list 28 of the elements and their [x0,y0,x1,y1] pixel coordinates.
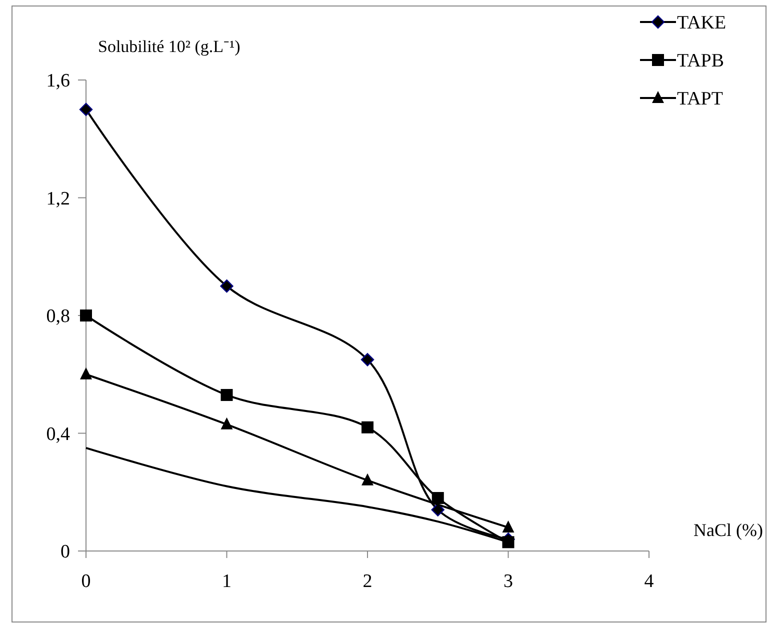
legend-label: TAPT [677,88,724,110]
y-tick-label: 0,4 [46,424,70,445]
x-axis-title: NaCl (%) [694,520,763,540]
point [431,503,444,516]
point [360,353,374,366]
point [80,367,92,380]
point [362,421,374,434]
y-tick-label: 0 [60,542,70,563]
point [80,310,92,322]
point [79,102,93,116]
point [220,279,234,293]
point [220,417,233,430]
legend-label: TAKE [677,12,726,34]
y-axis-title: Solubilité 10² (g.L⁻¹) [98,37,240,56]
x-tick-label: 1 [222,571,232,592]
point [220,388,233,401]
x-tick-label: 0 [81,571,91,592]
point [502,536,514,548]
y-tick-label: 0,8 [46,306,70,328]
point [432,492,444,504]
point [502,520,514,532]
legend-label: TAPB [677,50,724,72]
x-tick-label: 4 [644,571,654,592]
y-tick-label: 1,2 [46,188,70,210]
x-tick-label: 3 [504,571,513,592]
x-tick-label: 2 [362,571,372,592]
y-tick-label: 1,6 [46,70,70,92]
point [362,473,374,486]
